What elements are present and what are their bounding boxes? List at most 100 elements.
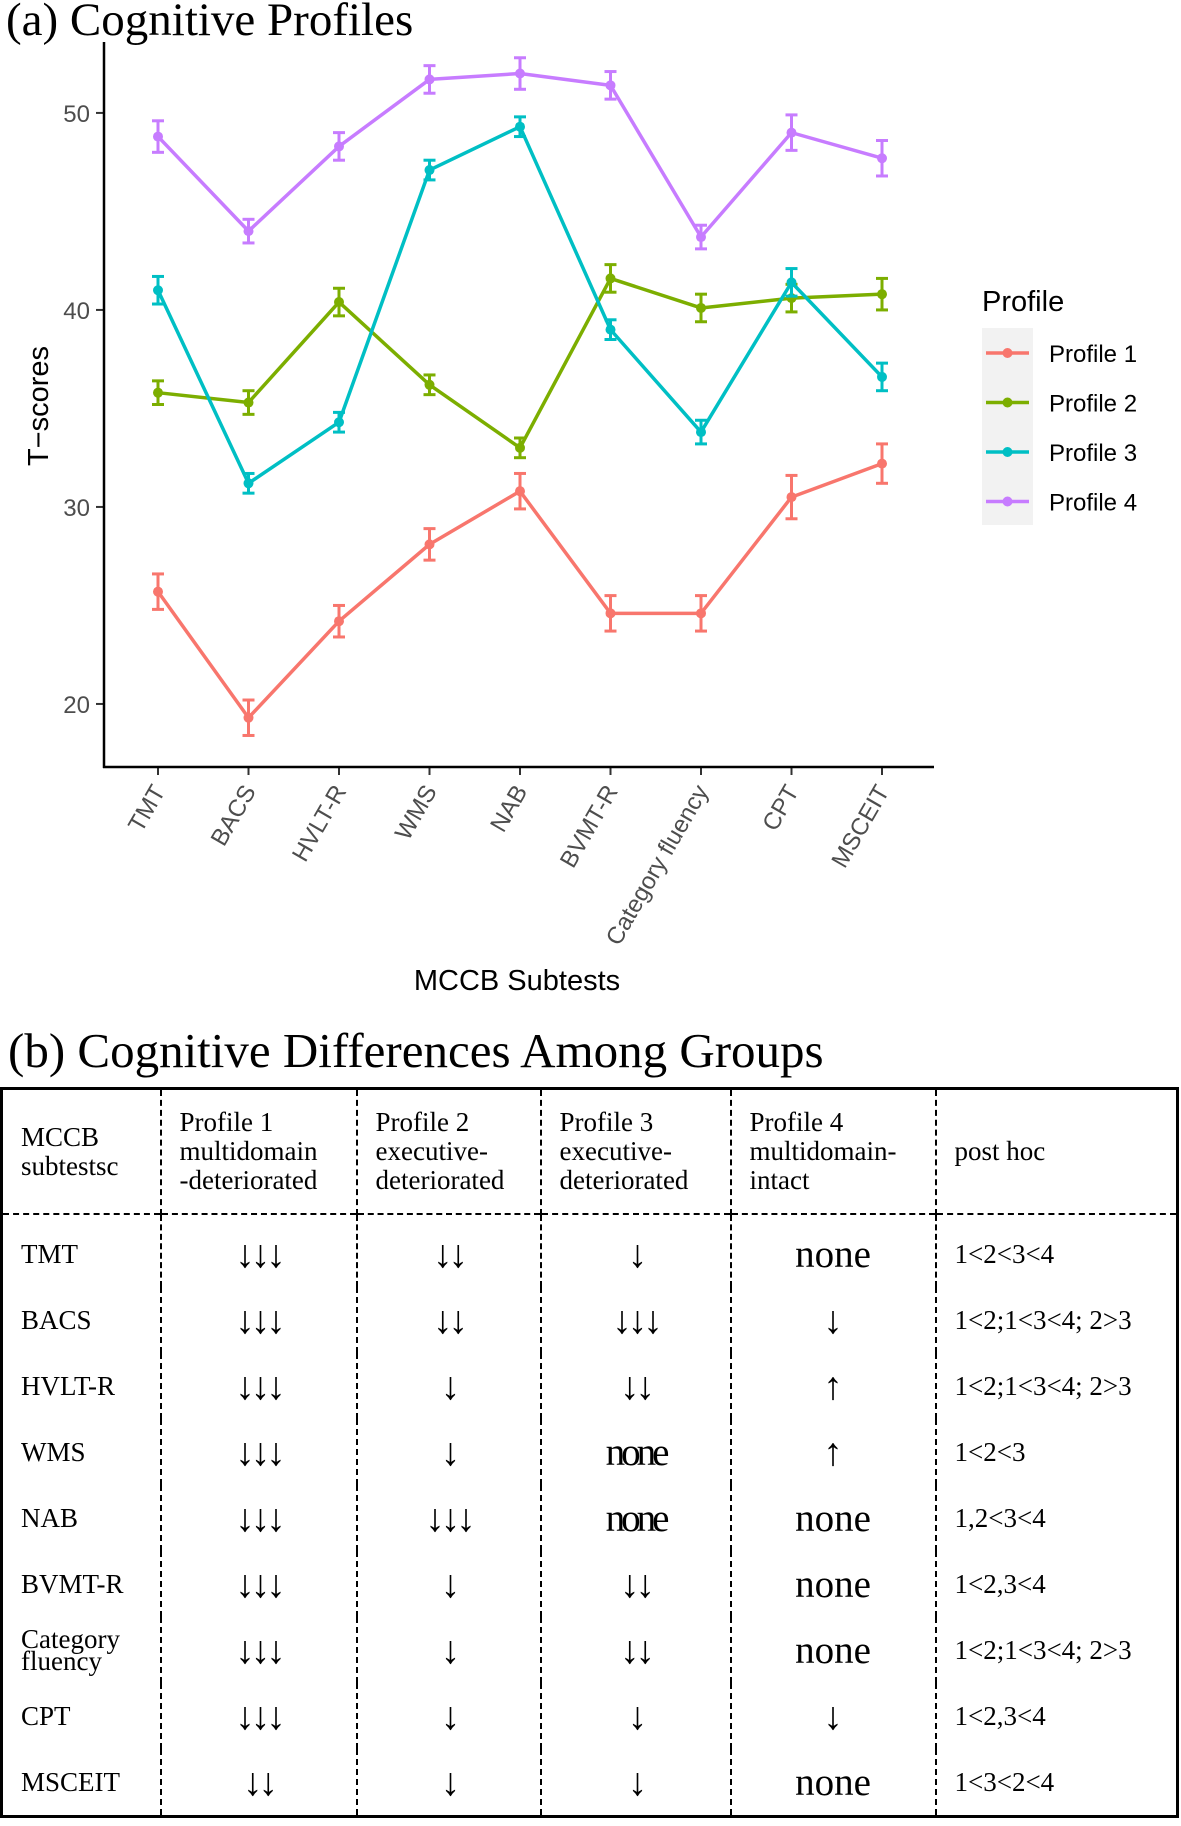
legend-label: Profile 2 [1049, 391, 1137, 418]
cell-profile-1: ↓↓↓ [159, 1551, 357, 1617]
y-tick-label: 30 [63, 495, 90, 522]
subtest-line: CPT [21, 1700, 71, 1731]
cell-post-hoc: 1<2;1<3<4; 2>3 [934, 1353, 1178, 1419]
subtest-line: MSCEIT [21, 1766, 121, 1797]
cell-profile-3: none [539, 1419, 731, 1485]
legend-label: Profile 3 [1049, 440, 1137, 467]
table-row: HVLT-R ↓↓↓ ↓ ↓↓ ↑ 1<2;1<3<4; 2>3 [2, 1353, 1178, 1419]
header-line: intact [749, 1165, 810, 1195]
data-point [515, 121, 525, 132]
header-line: subtestsc [21, 1150, 119, 1181]
legend-label: Profile 1 [1049, 341, 1137, 368]
data-point [605, 80, 616, 91]
subtest-line: Category [21, 1624, 120, 1654]
cell-profile-4: none [729, 1551, 936, 1617]
data-point [334, 297, 344, 308]
header-line: Profile 2 [375, 1107, 470, 1137]
cell-profile-2: ↓↓ [355, 1214, 541, 1287]
cognitive-profiles-chart: 20 30 40 50 TMT BACS HVLT-R WMS NAB BVMT-RCategor… [23, 42, 1137, 997]
series-line-profile-2 [157, 276, 883, 450]
data-point [243, 712, 254, 723]
data-point [243, 397, 254, 408]
row-subtest-name: TMT [2, 1214, 161, 1287]
row-subtest-name: BVMT-R [2, 1551, 161, 1617]
cell-profile-2: ↓↓ [355, 1287, 541, 1353]
data-point [515, 442, 525, 453]
cell-profile-4: ↓ [729, 1287, 936, 1353]
row-subtest-name: CPT [2, 1683, 161, 1749]
cell-post-hoc: 1<2;1<3<4; 2>3 [934, 1287, 1178, 1353]
cell-post-hoc: 1<2<3 [934, 1419, 1178, 1485]
row-subtest-name: BACS [2, 1287, 161, 1353]
row-subtest-name: MSCEIT [2, 1749, 161, 1817]
data-point [877, 289, 887, 300]
legend-title: Profile [982, 286, 1064, 318]
cell-profile-2: ↓ [355, 1683, 541, 1749]
cell-profile-1: ↓↓↓ [159, 1419, 357, 1485]
data-point [153, 285, 163, 296]
panel-b-title: (b) Cognitive Differences Among Groups [8, 1023, 824, 1078]
data-point [424, 74, 435, 85]
cell-profile-2: ↓↓↓ [355, 1485, 541, 1551]
header-line: -deteriorated [179, 1165, 318, 1195]
x-tick-label: BACS [206, 781, 262, 851]
cell-profile-1: ↓↓↓ [159, 1485, 357, 1551]
table-row: MSCEIT ↓↓ ↓ ↓ none 1<3<2<4 [2, 1749, 1178, 1817]
data-point [786, 492, 797, 503]
cell-profile-4: none [729, 1617, 936, 1683]
y-tick-label: 20 [63, 692, 90, 719]
cell-profile-3: ↓ [539, 1214, 731, 1287]
row-subtest-name: NAB [2, 1485, 161, 1551]
data-point [786, 277, 797, 288]
header-line: executive- [375, 1136, 488, 1166]
series-line-profile-4 [156, 71, 883, 239]
header-line: post hoc [954, 1136, 1046, 1166]
table-row: WMS ↓↓↓ ↓ none ↑ 1<2<3 [2, 1419, 1178, 1485]
data-point [605, 273, 616, 284]
legend-key-point [1002, 496, 1013, 507]
row-subtest-name: Category fluency [2, 1617, 161, 1683]
cell-post-hoc: 1<3<2<4 [934, 1749, 1178, 1817]
subtest-line: NAB [21, 1502, 79, 1533]
legend-key-background [982, 328, 1033, 525]
cell-post-hoc: 1<2;1<3<4; 2>3 [934, 1617, 1178, 1683]
table-row: BVMT-R ↓↓↓ ↓ ↓↓ none 1<2,3<4 [2, 1551, 1178, 1617]
x-tick-label: CPT [757, 780, 805, 835]
cognitive-differences-table: MCCB subtestsc Profile 1 multidomain -de… [0, 1087, 1179, 1818]
cell-profile-2: ↓ [355, 1353, 541, 1419]
cell-profile-2: ↓ [355, 1419, 541, 1485]
cell-profile-3: none [539, 1485, 731, 1551]
cell-post-hoc: 1<2,3<4 [934, 1551, 1178, 1617]
table-row: BACS ↓↓↓ ↓↓ ↓↓↓ ↓ 1<2;1<3<4; 2>3 [2, 1287, 1178, 1353]
subtest-line: HVLT-R [21, 1370, 116, 1401]
table-row: TMT ↓↓↓ ↓↓ ↓ none 1<2<3<4 [2, 1214, 1178, 1287]
legend-key-point [1002, 348, 1013, 358]
x-tick-label: Category fluency [601, 781, 714, 950]
data-point [334, 141, 344, 152]
header-post-hoc: post hoc [934, 1088, 1178, 1214]
data-point [334, 417, 344, 428]
legend-label: Profile 4 [1049, 490, 1137, 517]
legend-key-point [1002, 447, 1013, 457]
data-point [877, 371, 887, 382]
header-profile-3: Profile 3 executive- deteriorated [539, 1088, 731, 1214]
cell-profile-4: none [729, 1485, 936, 1551]
data-point [424, 379, 435, 390]
data-point [334, 616, 344, 627]
data-point [515, 68, 525, 79]
header-line: Profile 4 [749, 1107, 844, 1137]
header-line: multidomain- [749, 1136, 897, 1166]
header-profile-4: Profile 4 multidomain- intact [729, 1088, 936, 1214]
row-subtest-name: WMS [2, 1419, 161, 1485]
x-tick-label: HVLT-R [287, 781, 352, 867]
header-line: deteriorated [559, 1165, 689, 1195]
cell-profile-3: ↓ [539, 1749, 731, 1817]
subtest-line: BVMT-R [21, 1568, 124, 1599]
data-point [696, 302, 706, 313]
data-point [153, 586, 163, 597]
table-row: CPT ↓↓↓ ↓ ↓ ↓ 1<2,3<4 [2, 1683, 1178, 1749]
table-header-row: MCCB subtestsc Profile 1 multidomain -de… [1, 1088, 1178, 1214]
data-point [424, 539, 435, 550]
data-point [605, 608, 616, 619]
cell-profile-1: ↓↓↓ [159, 1353, 357, 1419]
